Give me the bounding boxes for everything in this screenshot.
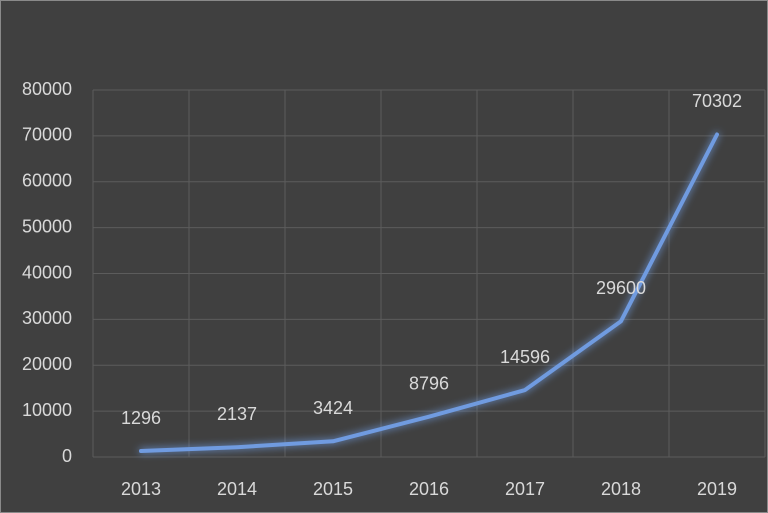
- data-label: 1296: [121, 408, 161, 428]
- y-tick-label: 10000: [22, 400, 72, 420]
- y-tick-label: 60000: [22, 171, 72, 191]
- x-tick-label: 2019: [697, 479, 737, 499]
- line-series: [139, 132, 719, 454]
- y-tick-label: 80000: [22, 79, 72, 99]
- data-label: 70302: [692, 91, 742, 111]
- y-tick-label: 50000: [22, 216, 72, 236]
- x-tick-label: 2014: [217, 479, 257, 499]
- y-tick-label: 70000: [22, 125, 72, 145]
- data-label: 14596: [500, 347, 550, 367]
- y-tick-label: 20000: [22, 354, 72, 374]
- y-tick-label: 30000: [22, 308, 72, 328]
- x-tick-label: 2016: [409, 479, 449, 499]
- data-label: 8796: [409, 373, 449, 393]
- y-tick-label: 40000: [22, 262, 72, 282]
- data-label: 2137: [217, 404, 257, 424]
- x-tick-label: 2013: [121, 479, 161, 499]
- y-tick-label: 0: [62, 446, 72, 466]
- data-label: 3424: [313, 398, 353, 418]
- x-tick-label: 2017: [505, 479, 545, 499]
- x-tick-label: 2018: [601, 479, 641, 499]
- data-label: 29600: [596, 278, 646, 298]
- x-tick-label: 2015: [313, 479, 353, 499]
